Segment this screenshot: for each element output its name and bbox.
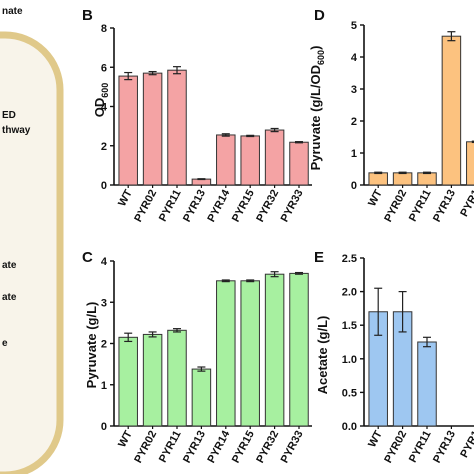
panel-d-y-tick-label: 0 <box>351 180 357 192</box>
panel-e-y-axis-label: Acetate (g/L) <box>315 316 330 395</box>
panel-letter-c: C <box>82 249 93 266</box>
fragment-nate: nate <box>2 6 23 17</box>
fragment-thway: thway <box>2 125 31 136</box>
panel-e-category-label: PYR11 <box>407 429 434 465</box>
panel-b-category-label: PYR11 <box>157 188 184 224</box>
panel-e-y-tick-label: 2.5 <box>342 253 357 265</box>
panel-c-bar <box>240 280 260 427</box>
panel-d-bar <box>441 35 462 186</box>
panel-d-y-tick-label: 5 <box>351 20 357 32</box>
panel-e-y-tick-label: 1.0 <box>342 354 357 366</box>
panel-c-y-tick-label: 4 <box>101 256 108 268</box>
fragment-e: e <box>2 338 8 349</box>
panel-b-bar <box>264 129 285 186</box>
panel-b-bar <box>118 75 138 186</box>
panel-c-y-tick-label: 1 <box>101 380 107 392</box>
panel-b-y-tick-label: 0 <box>101 180 107 192</box>
panel-d-category-label: PYR11 <box>407 188 434 224</box>
panel-b-bar <box>240 135 260 186</box>
panel-b-category-label: PYR13 <box>181 188 208 224</box>
panel-c-category-label: WT <box>116 429 135 450</box>
panel-c-bar <box>191 368 212 427</box>
panel-d-bar <box>392 172 413 186</box>
panel-c-bar <box>264 273 285 427</box>
panel-c-y-axis-label: Pyruvate (g/L) <box>84 302 99 389</box>
panel-d-y-tick-label: 4 <box>351 52 358 64</box>
panel-b-bar <box>167 69 187 186</box>
panel-b-category-label: PYR02 <box>132 188 159 224</box>
panel-letter-b: B <box>82 7 93 24</box>
cell-diagram: nate ED thway ate ate e <box>0 6 64 474</box>
panel-c-category-label: PYR15 <box>230 429 257 465</box>
chart-od600: 02468WTPYR02PYR11PYR13PYR14PYR15PYR32PYR… <box>92 23 312 224</box>
panel-b-category-label: PYR32 <box>254 188 281 224</box>
panel-d-y-tick-label: 1 <box>351 148 357 160</box>
panel-c-category-label: PYR02 <box>132 429 159 465</box>
panel-c-y-tick-label: 2 <box>101 339 107 351</box>
panel-c-category-label: PYR13 <box>181 429 208 465</box>
panel-e-category-label: PYR13 <box>431 429 458 465</box>
panel-e-category-label: PYR02 <box>382 429 409 465</box>
panel-b-bar <box>216 134 236 186</box>
panel-b-bar <box>142 72 163 186</box>
panel-e-y-tick-label: 2.0 <box>342 287 357 299</box>
panel-c-y-tick-label: 3 <box>101 297 107 309</box>
fragment-ed: ED <box>2 110 16 121</box>
panel-c-bar <box>118 336 138 427</box>
panel-d-bar <box>368 172 388 186</box>
chart-pyruvate: 01234WTPYR02PYR11PYR13PYR14PYR15PYR32PYR… <box>84 256 312 465</box>
panel-d-category-label: PYR02 <box>382 188 409 224</box>
panel-d-category-label: PYR1 <box>458 188 474 219</box>
panel-e-bar <box>417 341 437 427</box>
panel-d-bar <box>466 141 474 186</box>
panel-b-y-tick-label: 4 <box>101 102 108 114</box>
panel-d-y-axis-label: Pyruvate (g/L/OD600) <box>308 46 326 171</box>
panel-letter-d: D <box>314 7 325 24</box>
panel-b-y-tick-label: 8 <box>101 23 107 35</box>
panel-e-category-label: WT <box>366 429 385 450</box>
panel-c-category-label: PYR11 <box>157 429 184 465</box>
panel-b-y-axis-label: OD600 <box>92 83 110 118</box>
panel-c-bar <box>289 272 309 427</box>
panel-c-category-label: PYR33 <box>279 429 306 465</box>
panel-e-y-tick-label: 1.5 <box>342 320 357 332</box>
panel-d-y-tick-label: 2 <box>351 116 357 128</box>
fragment-ate-1: ate <box>2 260 17 271</box>
panel-c-y-tick-label: 0 <box>101 421 107 433</box>
panel-c-bar <box>216 280 236 427</box>
fragment-ate-2: ate <box>2 292 17 303</box>
panel-b-category-label: PYR33 <box>279 188 306 224</box>
panel-e-y-tick-label: 0.5 <box>342 387 357 399</box>
cell-outline <box>0 31 64 474</box>
panel-c-bar <box>142 333 163 427</box>
panel-d-category-label: WT <box>366 188 385 209</box>
panel-d-bar <box>417 172 437 186</box>
panel-d-category-label: PYR13 <box>431 188 458 224</box>
panel-b-y-tick-label: 2 <box>101 141 107 153</box>
panel-b-y-tick-label: 6 <box>101 62 107 74</box>
panel-b-category-label: PYR15 <box>230 188 257 224</box>
panel-b-category-label: WT <box>116 188 135 209</box>
panel-letter-e: E <box>314 249 324 266</box>
panel-d-y-tick-label: 3 <box>351 84 357 96</box>
panel-c-bar <box>167 329 187 427</box>
panel-e-category-label: PYR1 <box>458 429 474 460</box>
panel-c-category-label: PYR32 <box>254 429 281 465</box>
panel-e-y-tick-label: 0.0 <box>342 421 357 433</box>
panel-b-bar <box>289 141 309 186</box>
